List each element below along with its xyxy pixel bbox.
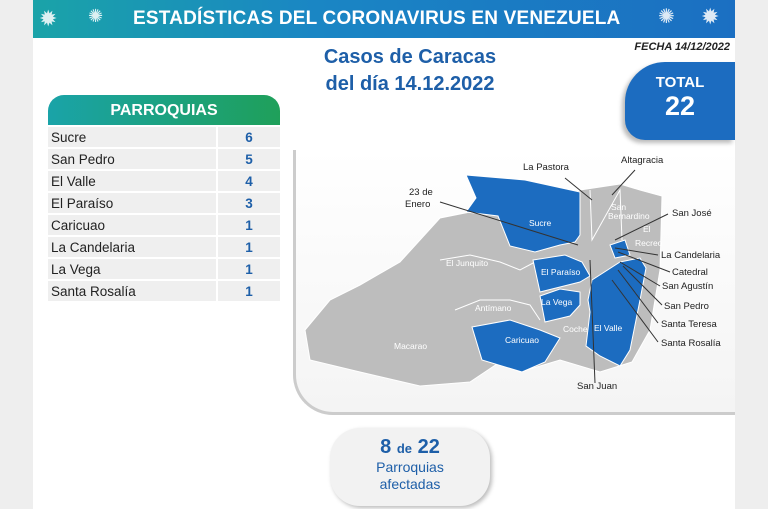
map-label-sucre: Sucre [529,218,551,228]
map-label-san-bernardino2: Bernardino [608,211,650,221]
parroquia-name: Caricuao [48,215,216,235]
map-label-la-vega: La Vega [541,297,572,307]
total-label: TOTAL [655,74,705,91]
title-line-2: del día 14.12.2022 [325,73,495,95]
case-count: 4 [218,171,280,191]
virus-icon: ✺ [88,6,104,26]
map-label-catedral: Catedral [672,267,708,278]
leader-line [617,251,671,273]
leader-line [614,213,669,241]
date-label: FECHA 14/12/2022 [634,41,730,53]
map-label-san-bernardino1: San [611,202,626,212]
table-row: Sucre 6 [48,127,280,149]
map-label-el-recreo1: El [643,224,651,234]
map-label-enero1: 23 de [409,187,433,198]
case-count: 1 [218,281,280,301]
map-label-santa-teresa: Santa Teresa [661,319,718,330]
leader-line [564,177,593,201]
virus-icon: ✹ [39,6,58,31]
map-label-san-jose: San José [672,208,712,219]
case-count: 1 [218,215,280,235]
table-row: El Valle 4 [48,171,280,193]
total-value: 22 [664,91,696,121]
table-row: Santa Rosalía 1 [48,281,280,303]
map-label-san-agustin: San Agustín [662,281,713,292]
map-border [454,299,541,321]
virus-icon: ✹ [701,4,720,29]
case-count: 5 [218,149,280,169]
leader-line [589,259,596,384]
leader-line [622,265,663,306]
parroquia-name: El Paraíso [48,193,216,213]
map-label-antimano: Antímano [475,303,512,313]
page-title: Casos de Caracas del día 14.12.2022 [300,44,520,98]
table-row: La Vega 1 [48,259,280,281]
case-count: 3 [218,193,280,213]
map-label-san-juan: San Juan [577,381,617,392]
map-label-la-candelaria: La Candelaria [661,250,721,261]
header-banner: ✹ ✺ ESTADÍSTICAS DEL CORONAVIRUS EN VENE… [33,0,735,38]
map-region-la-vega [539,288,581,323]
map-region-el-paraiso [532,254,591,293]
leader-line [619,261,661,287]
parroquia-name: Sucre [48,127,216,147]
affected-count: 8 [380,436,392,458]
summary-line-1: Parroquias [376,459,444,475]
case-count: 1 [218,237,280,257]
map-label-coche: Coche [563,324,588,334]
parroquia-name: El Valle [48,171,216,191]
parroquia-name: San Pedro [48,149,216,169]
map-label-caricuao: Caricuao [505,335,539,345]
map-label-el-paraiso: El Paraíso [541,267,580,277]
table-row: Caricuao 1 [48,215,280,237]
header-title: ESTADÍSTICAS DEL CORONAVIRUS EN VENEZUEL… [133,8,621,29]
map-border [589,188,623,242]
map-label-el-valle: El Valle [594,323,622,333]
of-label: de [396,441,413,456]
parroquia-name: La Vega [48,259,216,279]
parroquia-name: La Candelaria [48,237,216,257]
leader-line [439,201,579,246]
virus-icon: ✺ [658,6,675,28]
parroquias-table: Sucre 6 San Pedro 5 El Valle 4 El Paraíso 3 Cari… [48,127,280,303]
map-label-santa-rosalia: Santa Rosalía [661,338,721,349]
table-title: PARROQUIAS [48,95,280,125]
leader-line [611,169,636,196]
map-label-el-junquito: El Junquito [446,258,488,268]
case-count: 1 [218,259,280,279]
map-label-san-pedro: San Pedro [664,301,709,312]
map-label-enero2: Enero [405,199,430,210]
table-row: El Paraíso 3 [48,193,280,215]
map-label-el-recreo2: Recreo [635,238,663,248]
affected-summary: 8 de 22 Parroquias afectadas [330,428,490,506]
map-label-la-pastora: La Pastora [523,162,570,173]
parroquia-name: Santa Rosalía [48,281,216,301]
map-region-caricuao [471,319,561,373]
map-border [439,254,536,271]
table-row: San Pedro 5 [48,149,280,171]
total-badge: TOTAL 22 [625,62,735,140]
map-label-macarao: Macarao [394,341,427,351]
case-count: 6 [218,127,280,147]
table-row: La Candelaria 1 [48,237,280,259]
total-parroquias: 22 [417,436,440,458]
leader-line [617,269,659,324]
leader-line [611,279,659,343]
summary-line-2: afectadas [379,476,441,492]
title-line-1: Casos de Caracas [323,46,497,68]
map-region-sucre [465,174,581,253]
map-label-altagracia: Altagracia [621,155,664,166]
leader-line [614,247,659,256]
